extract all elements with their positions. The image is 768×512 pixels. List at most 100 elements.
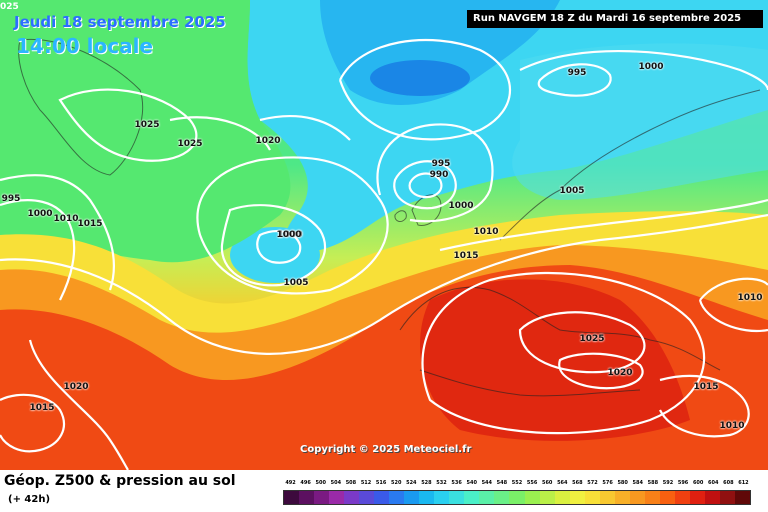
legend-tick-label: 528 xyxy=(421,480,432,486)
isobar xyxy=(0,174,115,291)
isobar xyxy=(537,63,612,97)
legend-tick-label: 612 xyxy=(738,480,749,486)
isobar xyxy=(698,277,768,333)
coastline-british-isles xyxy=(394,194,442,226)
legend-tick-label: 540 xyxy=(466,480,477,486)
legend-tick-label: 496 xyxy=(300,480,311,486)
legend-tick-label: 492 xyxy=(285,480,296,486)
isobar-label: 995 xyxy=(567,68,587,78)
legend-swatch xyxy=(299,491,315,504)
legend-tick-label: 516 xyxy=(375,480,387,486)
legend-swatch xyxy=(479,491,495,504)
isobar-label: 1015 xyxy=(77,219,103,229)
isobar-label: 1000 xyxy=(448,201,474,211)
legend-swatch xyxy=(449,491,465,504)
isobar-label: 990 xyxy=(429,170,449,180)
legend-tick-label: 564 xyxy=(557,480,568,486)
isobar xyxy=(256,230,302,264)
legend-swatch xyxy=(704,491,720,504)
isobar xyxy=(58,88,198,162)
legend-tick-label: 508 xyxy=(345,480,357,486)
legend-tick-label: 600 xyxy=(692,480,704,486)
isobar xyxy=(519,49,768,91)
legend-panel: Géop. Z500 & pression au sol (+ 42h) 492… xyxy=(0,470,768,512)
isobars xyxy=(0,38,768,470)
legend-tick-label: 572 xyxy=(587,480,598,486)
legend-swatch xyxy=(359,491,375,504)
corner-label: 025 xyxy=(0,2,19,12)
legend-swatch xyxy=(659,491,675,504)
legend-swatch xyxy=(674,491,690,504)
legend-tick-label: 588 xyxy=(647,480,659,486)
isobar-label: 1010 xyxy=(53,214,79,224)
isobar xyxy=(408,172,443,199)
isobar-label: 1025 xyxy=(177,139,203,149)
coastline-europe xyxy=(399,89,761,397)
isobar xyxy=(421,271,706,435)
legend-swatch xyxy=(599,491,615,504)
isobar-label: 1015 xyxy=(453,251,479,261)
isobar xyxy=(376,123,494,223)
isobar xyxy=(0,199,76,301)
legend-tick-label: 552 xyxy=(511,480,523,486)
isobar xyxy=(338,38,512,141)
legend-tick-label: 576 xyxy=(602,480,613,486)
run-info-banner: Run NAVGEM 18 Z du Mardi 16 septembre 20… xyxy=(467,10,763,28)
isobar-label: 1025 xyxy=(134,120,160,130)
legend-swatch xyxy=(644,491,660,504)
warm-zone-deep xyxy=(420,279,690,441)
legend-tick-label: 524 xyxy=(406,480,417,486)
isobar-label: 1015 xyxy=(29,403,55,413)
legend-swatch xyxy=(734,491,750,504)
legend-swatch xyxy=(404,491,420,504)
legend-swatch xyxy=(584,491,600,504)
legend-tick-label: 560 xyxy=(541,480,553,486)
legend-tick-label: 556 xyxy=(526,480,538,486)
isobar xyxy=(518,311,646,374)
legend-swatch xyxy=(419,491,435,504)
isobar-label: 1025 xyxy=(579,334,605,344)
legend-tick-label: 596 xyxy=(677,480,689,486)
legend-tick-labels: 492 496 500 504 508 512 516 520 524 528 532 536 540 5… xyxy=(283,480,751,490)
isobar-label: 1000 xyxy=(27,209,53,219)
cold-core xyxy=(370,60,470,96)
isobar-label: 1005 xyxy=(559,186,585,196)
isobar-label: 1005 xyxy=(283,278,309,288)
legend-tick-label: 604 xyxy=(708,480,719,486)
legend-swatch xyxy=(539,491,555,504)
isobar-label: 1015 xyxy=(693,382,719,392)
legend-color-scale xyxy=(283,490,751,505)
isobar-label: 1020 xyxy=(63,382,89,392)
isobar-label: 1010 xyxy=(719,421,745,431)
isobar xyxy=(393,160,457,210)
isobar-label: 1000 xyxy=(277,230,303,240)
legend-tick-label: 580 xyxy=(617,480,628,486)
isobar-label: 1010 xyxy=(737,293,763,303)
scandinavia-zone xyxy=(512,43,768,200)
legend-tick-label: 544 xyxy=(481,480,493,486)
isobar xyxy=(196,156,389,295)
isobar xyxy=(439,198,768,252)
isobar-label: 995 xyxy=(1,194,21,204)
isobar-label: 995 xyxy=(431,159,451,169)
legend-tick-label: 500 xyxy=(315,480,326,486)
isobar-label: 1010 xyxy=(473,227,499,237)
legend-swatch xyxy=(314,491,330,504)
legend-swatch xyxy=(569,491,585,504)
isobar-label: 1020 xyxy=(607,368,633,378)
isobar xyxy=(659,374,750,438)
legend-swatch xyxy=(464,491,480,504)
legend-swatch xyxy=(689,491,705,504)
copyright: Copyright © 2025 Meteociel.fr xyxy=(300,444,472,455)
isobar xyxy=(220,204,327,287)
isobar-label: 1000 xyxy=(276,230,302,240)
isobar xyxy=(558,352,644,390)
isobar xyxy=(28,339,129,470)
green-zone xyxy=(0,0,291,263)
legend-swatch xyxy=(629,491,645,504)
legend-tick-label: 520 xyxy=(391,480,402,486)
legend-tick-label: 568 xyxy=(572,480,583,486)
legend-tick-label: 512 xyxy=(360,480,372,486)
legend-tick-label: 592 xyxy=(662,480,674,486)
legend-tick-label: 532 xyxy=(436,480,447,486)
